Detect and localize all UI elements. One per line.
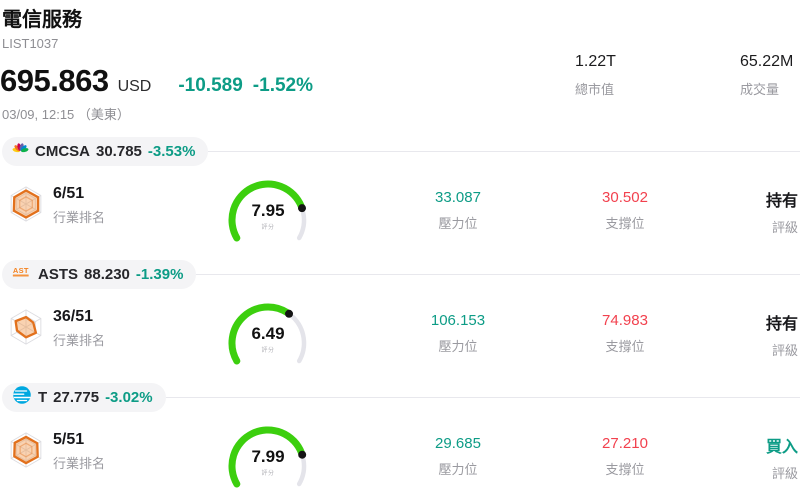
rating-label: 評級 — [771, 220, 798, 235]
stock-change: -1.39% — [135, 266, 184, 283]
card-row: 5/51 行業排名 7.99 評分 29.685 壓力位 27.210 支撐位 … — [0, 426, 800, 488]
svg-text:AST: AST — [13, 266, 29, 275]
rating-col: 持有 評級 — [766, 310, 798, 359]
support-col: 74.983 支撐位 — [560, 312, 690, 355]
cmcsa-peacock-icon — [12, 141, 29, 163]
pressure-label: 壓力位 — [438, 216, 478, 231]
support-label: 支撐位 — [605, 339, 645, 354]
support-col: 27.210 支撐位 — [560, 435, 690, 478]
pressure-value: 33.087 — [435, 189, 481, 206]
industry-radar-icon — [8, 306, 44, 353]
rating-label: 評級 — [771, 466, 798, 481]
index-change: -10.589 -1.52% — [178, 75, 313, 97]
stock-pill-t[interactable]: T 27.775 -3.02% — [2, 383, 166, 412]
rating-label: 評級 — [771, 343, 798, 358]
change-percent: -1.52% — [252, 75, 313, 96]
support-value: 74.983 — [602, 312, 648, 329]
stock-card-asts: AST ASTS 88.230 -1.39% — [0, 260, 800, 375]
volume-stat: 65.22M 成交量 — [740, 53, 793, 98]
rating-col: 買入 評級 — [766, 433, 798, 482]
page-title: 電信服務 — [2, 9, 82, 31]
att-globe-icon — [12, 385, 32, 410]
rating-value: 持有 — [765, 193, 798, 210]
pressure-col: 29.685 壓力位 — [393, 435, 523, 478]
score-gauge: 7.99 評分 — [220, 422, 316, 488]
support-value: 27.210 — [602, 435, 648, 452]
stock-change: -3.02% — [105, 389, 153, 406]
rank-value: 6/51 — [53, 185, 85, 202]
market-cap-stat: 1.22T 總市值 — [575, 53, 616, 98]
industry-rank: 5/51 行業排名 — [8, 429, 105, 476]
pressure-label: 壓力位 — [438, 462, 478, 477]
stock-price: 30.785 — [96, 143, 142, 160]
pressure-col: 33.087 壓力位 — [393, 189, 523, 232]
currency-label: USD — [117, 78, 152, 95]
rank-value: 36/51 — [53, 308, 94, 325]
score-value: 6.49 — [251, 324, 285, 343]
list-id: LIST1037 — [2, 36, 59, 51]
change-absolute: -10.589 — [178, 75, 243, 96]
rank-text: 6/51 行業排名 — [53, 183, 105, 226]
divider-line — [196, 274, 800, 275]
rank-value: 5/51 — [53, 431, 85, 448]
card-head: T 27.775 -3.02% — [0, 383, 800, 412]
stock-symbol: CMCSA — [35, 143, 90, 160]
pressure-col: 106.153 壓力位 — [393, 312, 523, 355]
support-value: 30.502 — [602, 189, 648, 206]
stock-card-t: T 27.775 -3.02% — [0, 383, 800, 488]
support-col: 30.502 支撐位 — [560, 189, 690, 232]
stock-change: -3.53% — [147, 143, 196, 160]
card-head: CMCSA 30.785 -3.53% — [0, 137, 800, 166]
industry-rank: 6/51 行業排名 — [8, 183, 105, 230]
stock-symbol: T — [38, 389, 48, 406]
score-label: 評分 — [261, 471, 275, 477]
market-cap-value: 1.22T — [575, 53, 616, 70]
stock-pill-cmcsa[interactable]: CMCSA 30.785 -3.53% — [2, 137, 209, 166]
score-gauge: 6.49 評分 — [220, 299, 316, 367]
sector-header: 電信服務 LIST1037 695.863 USD -10.589 -1.52%… — [0, 0, 800, 137]
stock-card-cmcsa: CMCSA 30.785 -3.53% — [0, 137, 800, 252]
index-price: 695.863 — [0, 63, 109, 98]
rating-col: 持有 評級 — [766, 187, 798, 236]
volume-value: 65.22M — [740, 53, 794, 70]
rank-label: 行業排名 — [53, 210, 106, 225]
card-row: 36/51 行業排名 6.49 評分 106.153 壓力位 74.983 支撐… — [0, 303, 800, 375]
rank-label: 行業排名 — [53, 456, 106, 471]
score-label: 評分 — [261, 225, 275, 231]
industry-radar-icon — [8, 183, 44, 230]
score-gauge: 7.95 評分 — [220, 176, 316, 244]
rank-label: 行業排名 — [53, 333, 106, 348]
card-head: AST ASTS 88.230 -1.39% — [0, 260, 800, 289]
stock-pill-asts[interactable]: AST ASTS 88.230 -1.39% — [2, 260, 197, 289]
stock-price: 88.230 — [84, 266, 130, 283]
pressure-label: 壓力位 — [438, 339, 478, 354]
industry-radar-icon — [8, 429, 44, 476]
rating-value: 買入 — [765, 439, 798, 456]
score-value: 7.95 — [251, 201, 285, 220]
stock-symbol: ASTS — [38, 266, 79, 283]
market-cap-label: 總市值 — [575, 82, 615, 97]
stock-price: 27.775 — [53, 389, 100, 406]
rating-value: 持有 — [765, 316, 798, 333]
pressure-value: 29.685 — [435, 435, 481, 452]
asts-logo-icon: AST — [12, 265, 32, 284]
pressure-value: 106.153 — [430, 312, 486, 329]
divider-line — [165, 397, 800, 398]
rank-text: 5/51 行業排名 — [53, 429, 105, 472]
support-label: 支撐位 — [605, 216, 645, 231]
rank-text: 36/51 行業排名 — [53, 306, 105, 349]
support-label: 支撐位 — [605, 462, 645, 477]
score-value: 7.99 — [251, 447, 285, 466]
volume-label: 成交量 — [740, 82, 780, 97]
divider-line — [208, 151, 800, 152]
price-row: 695.863 USD -10.589 -1.52% — [0, 63, 800, 99]
card-row: 6/51 行業排名 7.95 評分 33.087 壓力位 30.502 支撐位 … — [0, 180, 800, 252]
industry-rank: 36/51 行業排名 — [8, 306, 105, 353]
score-label: 評分 — [261, 348, 275, 354]
quote-datetime: 03/09, 12:15 （美東） — [2, 107, 130, 122]
